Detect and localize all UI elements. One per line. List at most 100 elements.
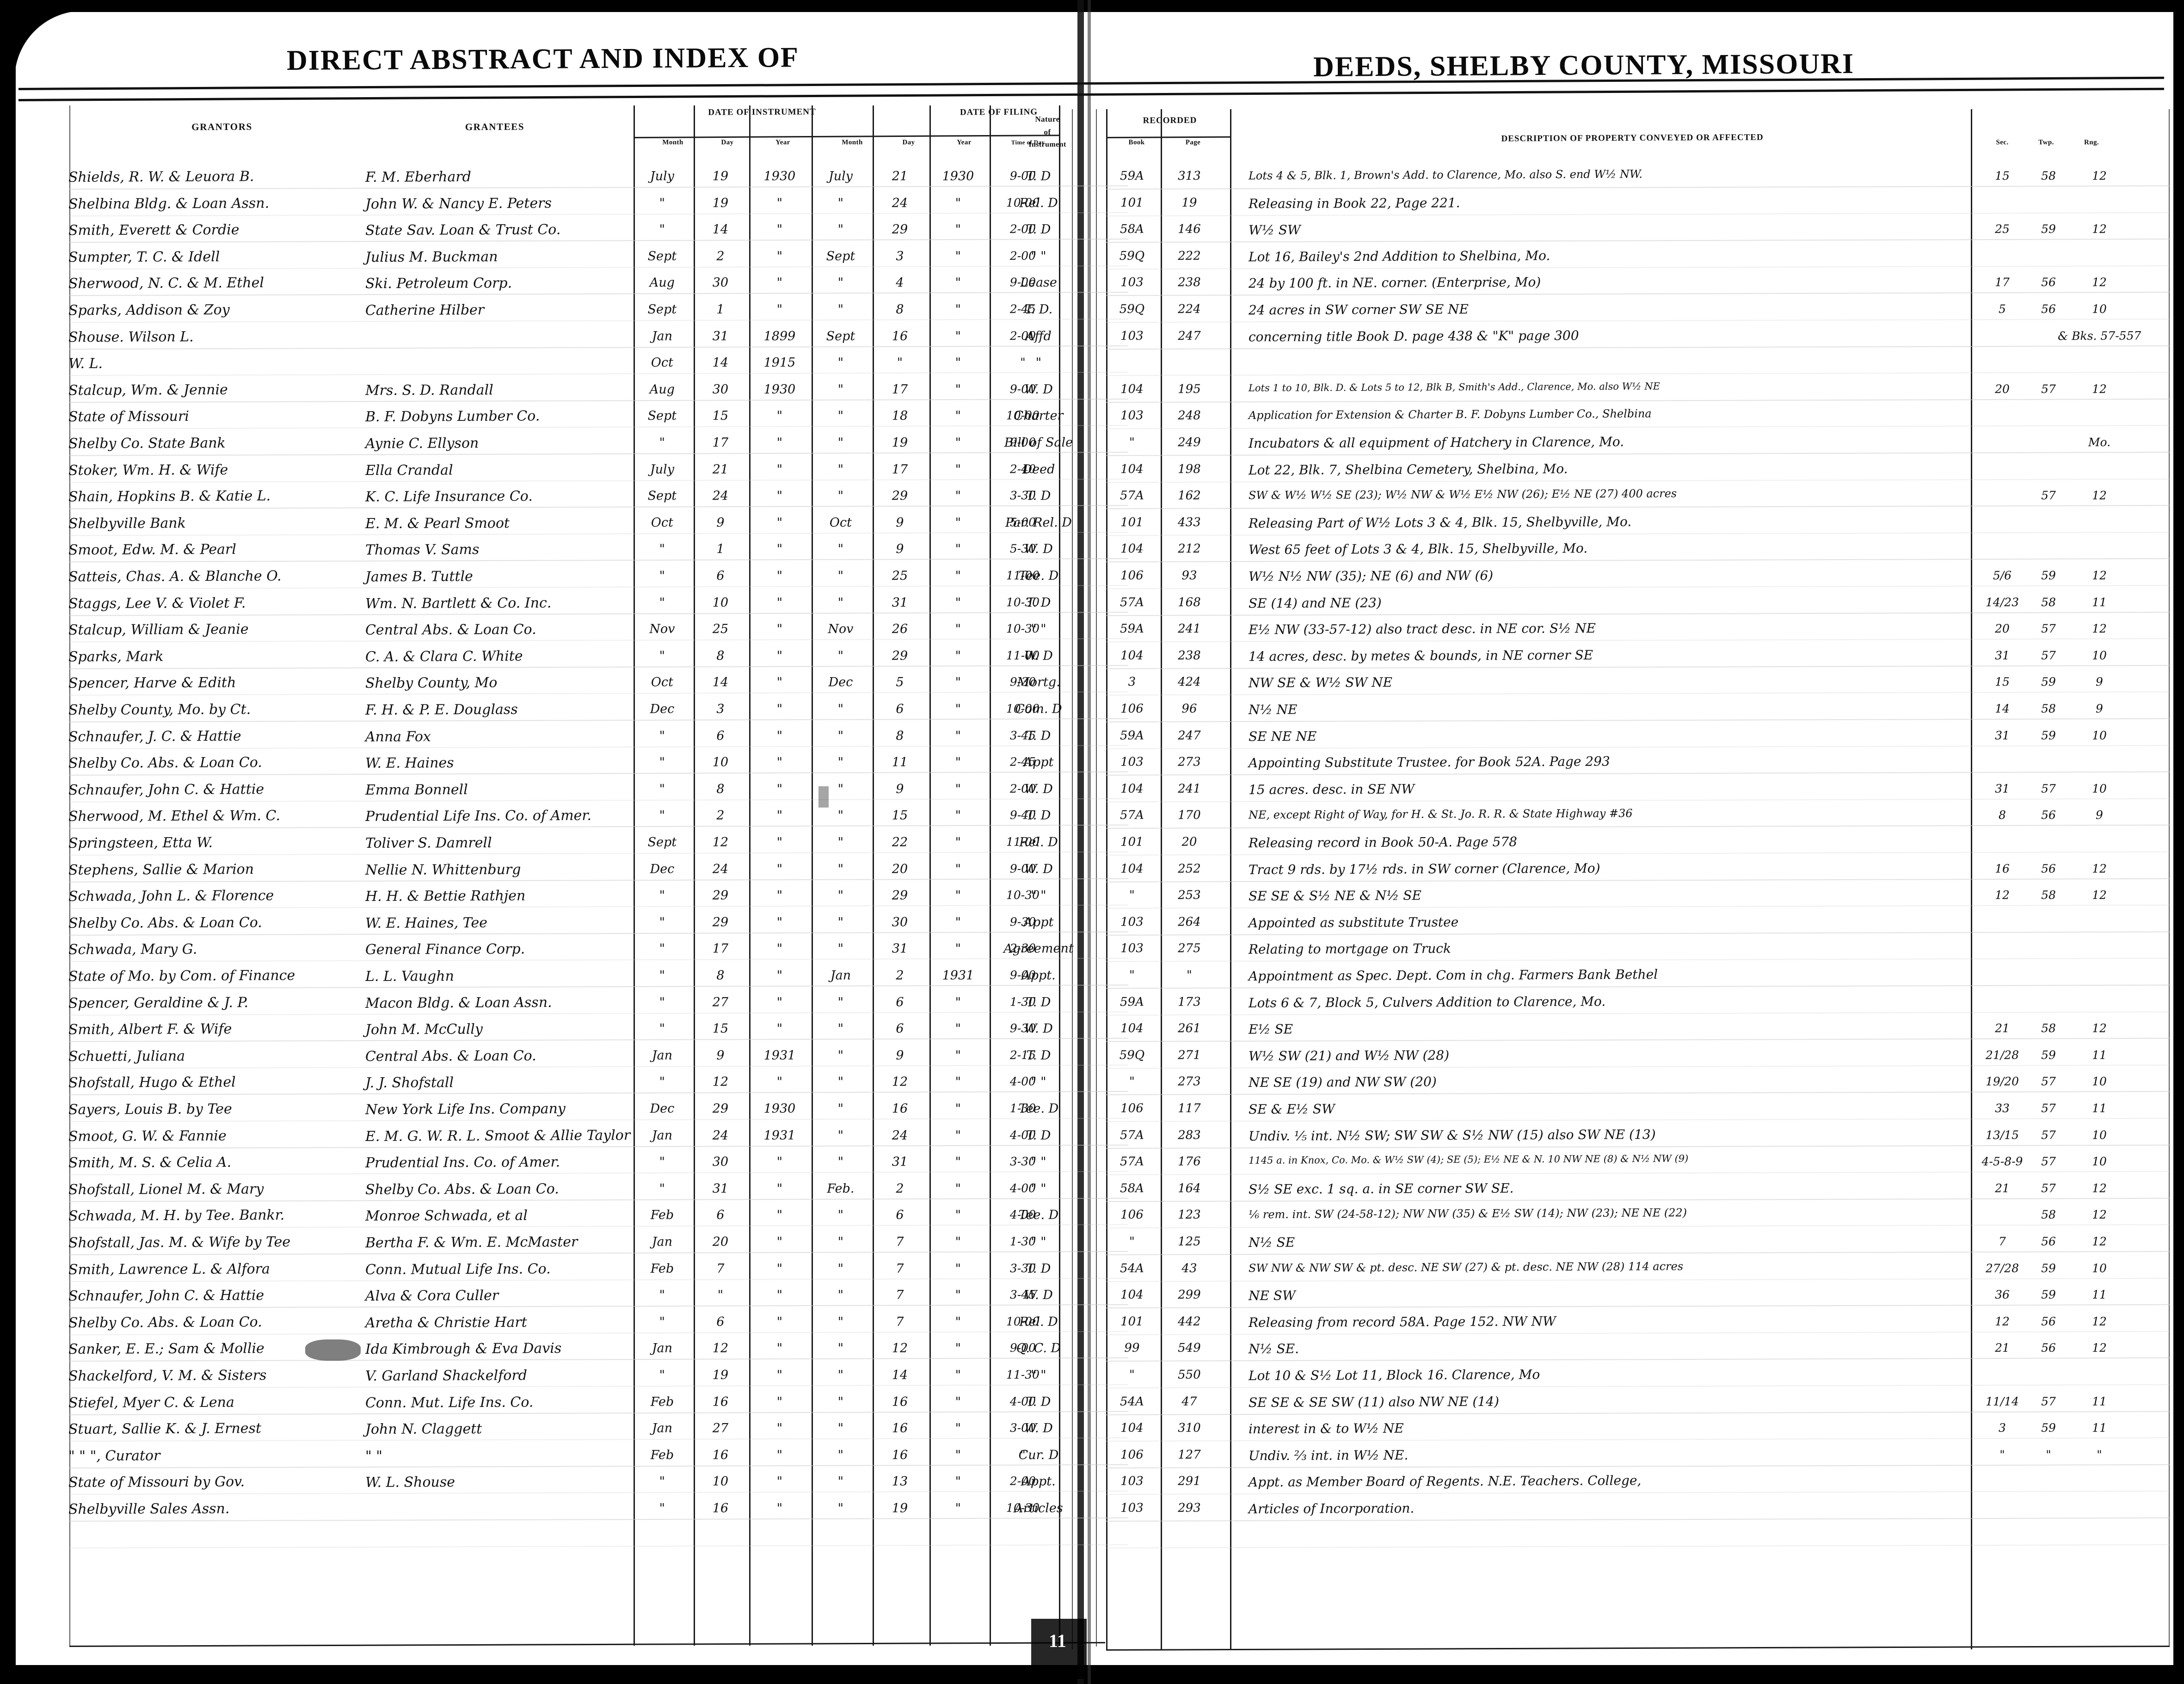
ledger-cell: 12 xyxy=(2092,1314,2107,1328)
property-description: E½ NW (33-57-12) also tract desc. in NE … xyxy=(1248,620,1596,638)
property-description: Lots 1 to 10, Blk. D. & Lots 5 to 12, Bl… xyxy=(1248,380,1660,394)
ledger-cell: Shelby Co. Abs. & Loan Co. xyxy=(68,1314,262,1331)
row-rule xyxy=(1106,638,2170,643)
row-rule xyxy=(69,212,1128,216)
row-rule xyxy=(1106,265,2170,270)
ledger-cell: New York Life Ins. Company xyxy=(365,1100,566,1118)
ledger-cell: 19 xyxy=(1181,196,1197,210)
row-rule xyxy=(1106,1144,2170,1149)
row-rule xyxy=(69,1331,1128,1335)
ledger-cell: & Bks. 57-557 xyxy=(2057,328,2141,343)
row-rule xyxy=(1106,904,2170,909)
row-rule xyxy=(69,1064,1128,1069)
row-rule xyxy=(1106,1304,2170,1309)
ledger-cell: 12 xyxy=(2092,382,2107,396)
row-rule xyxy=(1106,611,2170,616)
row-rule xyxy=(1106,1517,2170,1522)
row-rule xyxy=(69,585,1128,589)
ledger-cell: Mo. xyxy=(2088,435,2111,449)
ledger-cell: 123 xyxy=(1178,1208,1201,1222)
ledger-cell: Shelby Co. Abs. & Loan Co. xyxy=(68,754,262,772)
ledger-cell: Alva & Cora Culler xyxy=(365,1287,499,1305)
ledger-cell: 12 xyxy=(2092,488,2107,502)
row-rule xyxy=(1106,798,2170,802)
ledger-cell: W. L. xyxy=(68,355,103,372)
column-rule xyxy=(873,105,874,1646)
ledger-cell: Tee. D xyxy=(1018,1208,1059,1223)
row-rule xyxy=(69,558,1128,563)
ledger-cell: 12 xyxy=(2092,169,2107,183)
header-cross-rule xyxy=(1106,136,1230,138)
row-rule xyxy=(1106,718,2170,722)
row-rule xyxy=(1106,1197,2170,1202)
frame-rule xyxy=(2169,109,2170,1647)
ledger-cell: 43 xyxy=(1181,1261,1197,1276)
row-rule xyxy=(69,1251,1128,1255)
row-rule xyxy=(69,1544,1128,1548)
ledger-cell: Sparks, Mark xyxy=(68,648,164,665)
ledger-cell: Bill of Sale xyxy=(1004,435,1073,450)
row-rule xyxy=(69,904,1128,909)
ledger-cell: Appt. xyxy=(1021,1474,1056,1489)
table-bottom-rule xyxy=(1106,1645,2170,1651)
row-rule xyxy=(1106,931,2170,936)
ledger-cell: 168 xyxy=(1178,595,1201,610)
ledger-cell: Shelbina Bldg. & Loan Assn. xyxy=(68,195,270,212)
ledger-cell: Rel. D xyxy=(1019,1314,1058,1329)
ledger-cell: E. M. G. W. R. L. Smoot & Allie Taylor xyxy=(365,1127,631,1145)
ledger-cell: 12 xyxy=(2092,1234,2107,1248)
ledger-cell: Stalcup, Wm. & Jennie xyxy=(68,382,228,399)
property-description: Relating to mortgage on Truck xyxy=(1248,941,1451,957)
column-rule xyxy=(1161,109,1162,1649)
ledger-cell: Cur. D xyxy=(1018,1448,1059,1462)
ledger-cell: 11 xyxy=(2092,1421,2107,1435)
ledger-cell: " " xyxy=(1031,249,1046,264)
ledger-cell: 146 xyxy=(1178,222,1201,236)
ledger-cell: W. D xyxy=(1024,1021,1053,1036)
ledger-cell: 273 xyxy=(1178,755,1201,769)
property-description: Releasing Part of W½ Lots 3 & 4, Blk. 15… xyxy=(1248,514,1632,531)
ledger-cell: Wm. N. Bartlett & Co. Inc. xyxy=(365,594,552,612)
ledger-cell: Aynie C. Ellyson xyxy=(365,435,479,452)
ledger-cell: " " xyxy=(365,1448,383,1464)
ledger-cell: Appt. xyxy=(1021,968,1056,983)
ledger-cell: Shelbyville Sales Assn. xyxy=(68,1500,230,1517)
ledger-cell: 10 xyxy=(2092,1261,2107,1275)
ledger-cell: Aretha & Christie Hart xyxy=(365,1314,527,1331)
ledger-cell: 47 xyxy=(1181,1394,1197,1409)
column-header-sec: Sec. xyxy=(1996,138,2009,147)
property-description: interest in & to W½ NE xyxy=(1248,1420,1404,1437)
row-rule xyxy=(1106,1011,2170,1016)
ledger-cell: Emma Bonnell xyxy=(365,781,468,798)
row-rule xyxy=(69,611,1128,616)
column-header-date-of-instrument: DATE OF INSTRUMENT xyxy=(708,107,816,117)
ledger-cell: Schnaufer, John C. & Hattie xyxy=(68,1287,265,1305)
property-description: Articles of Incorporation. xyxy=(1248,1500,1415,1517)
ledger-cell: Toliver S. Damrell xyxy=(365,834,492,851)
ledger-cell: 212 xyxy=(1178,542,1201,556)
row-rule xyxy=(69,531,1128,536)
row-rule xyxy=(69,371,1128,376)
property-description: ⅙ rem. int. SW (24-58-12); NW NW (35) & … xyxy=(1248,1206,1687,1221)
row-rule xyxy=(1106,425,2170,430)
row-rule xyxy=(69,1517,1128,1522)
ledger-cell: Staggs, Lee V. & Violet F. xyxy=(68,595,246,612)
row-rule xyxy=(1106,1357,2170,1362)
scan-border-bottom xyxy=(0,1665,2184,1684)
row-rule xyxy=(1106,478,2170,483)
ledger-cell: 12 xyxy=(2092,1208,2107,1222)
ledger-cell: 173 xyxy=(1178,995,1201,1009)
column-rule xyxy=(929,105,931,1646)
ledger-cell: 238 xyxy=(1178,648,1201,663)
ledger-cell: 550 xyxy=(1178,1368,1201,1382)
ledger-cell: W. D xyxy=(1024,1288,1053,1302)
row-rule xyxy=(69,238,1128,243)
property-description: Incubators & all equipment of Hatchery i… xyxy=(1248,434,1624,451)
column-header-instrument-year: Year xyxy=(775,138,790,147)
row-rule xyxy=(69,878,1128,882)
row-rule xyxy=(1106,1411,2170,1415)
ledger-cell: W. D xyxy=(1024,382,1053,397)
row-rule xyxy=(69,505,1128,510)
gutter-blot xyxy=(1031,1619,1087,1679)
row-rule xyxy=(69,984,1128,989)
